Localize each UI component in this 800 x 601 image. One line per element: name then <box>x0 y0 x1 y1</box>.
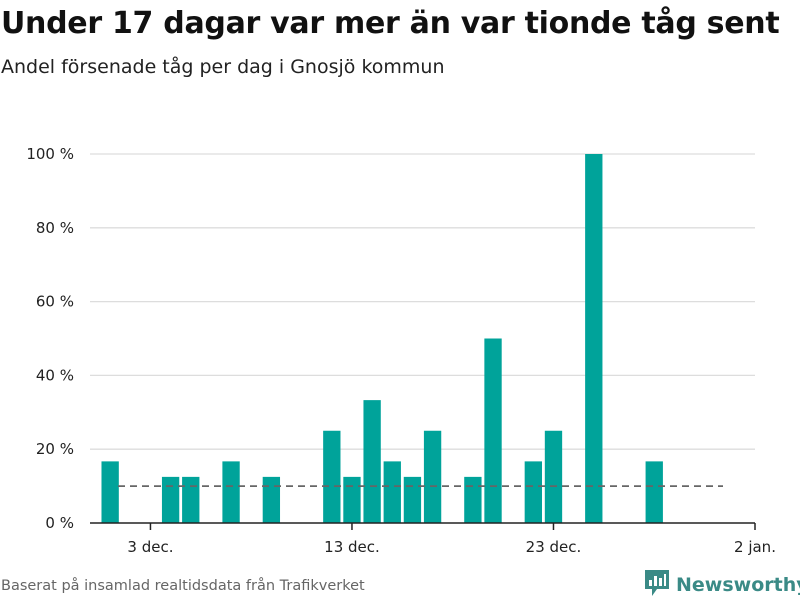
bar <box>383 461 401 523</box>
brand-logo: Newsworthy <box>644 570 800 600</box>
x-tick-label: 3 dec. <box>127 538 173 556</box>
y-tick-label: 20 % <box>36 440 74 458</box>
y-tick-label: 0 % <box>45 514 74 532</box>
y-tick-label: 100 % <box>26 145 74 163</box>
bar <box>464 476 482 523</box>
bar <box>484 338 502 523</box>
bar <box>645 461 663 523</box>
source-note: Baserat på insamlad realtidsdata från Tr… <box>1 578 365 594</box>
grid-lines <box>90 153 755 450</box>
bar <box>323 430 341 523</box>
x-tick-label: 2 jan. <box>734 538 776 556</box>
axes: 0 % 20 % 40 % 60 % 80 % 100 % 3 dec. 13 dec. 23 … <box>26 145 776 556</box>
bar <box>222 461 240 523</box>
bar <box>343 476 361 523</box>
bar <box>101 461 119 523</box>
bar <box>161 476 180 523</box>
brand-name: Newsworthy <box>676 574 800 596</box>
bars <box>101 154 663 523</box>
bar <box>363 400 381 523</box>
chart-title: Under 17 dagar var mer än var tionde tåg… <box>1 6 780 41</box>
y-tick-label: 80 % <box>36 219 74 237</box>
y-tick-label: 40 % <box>36 366 74 384</box>
bar <box>423 430 442 523</box>
bar <box>585 154 603 523</box>
bar <box>544 430 563 523</box>
bar <box>182 476 200 523</box>
y-tick-label: 60 % <box>36 293 74 311</box>
bar-chart-icon <box>644 569 670 601</box>
bar <box>524 461 542 523</box>
bar <box>262 476 281 523</box>
chart-subtitle: Andel försenade tåg per dag i Gnosjö kom… <box>1 56 445 78</box>
x-tick-label: 23 dec. <box>526 538 582 556</box>
bar <box>403 476 422 523</box>
x-tick-label: 13 dec. <box>324 538 380 556</box>
